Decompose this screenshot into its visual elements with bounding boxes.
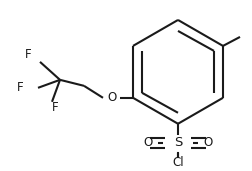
Text: F: F <box>52 101 58 114</box>
Text: F: F <box>25 48 31 61</box>
Text: S: S <box>174 136 182 149</box>
Text: O: O <box>143 136 153 149</box>
Text: F: F <box>17 81 23 94</box>
Text: Cl: Cl <box>172 156 184 169</box>
Text: O: O <box>107 91 117 104</box>
Text: O: O <box>203 136 213 149</box>
